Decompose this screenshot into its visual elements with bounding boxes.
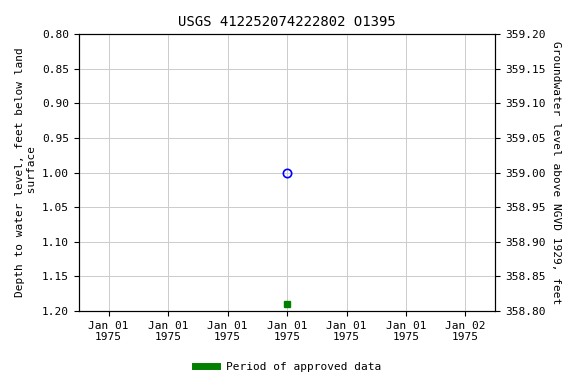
Legend: Period of approved data: Period of approved data	[191, 358, 385, 377]
Title: USGS 412252074222802 O1395: USGS 412252074222802 O1395	[178, 15, 396, 29]
Y-axis label: Depth to water level, feet below land
 surface: Depth to water level, feet below land su…	[15, 48, 37, 298]
Y-axis label: Groundwater level above NGVD 1929, feet: Groundwater level above NGVD 1929, feet	[551, 41, 561, 304]
